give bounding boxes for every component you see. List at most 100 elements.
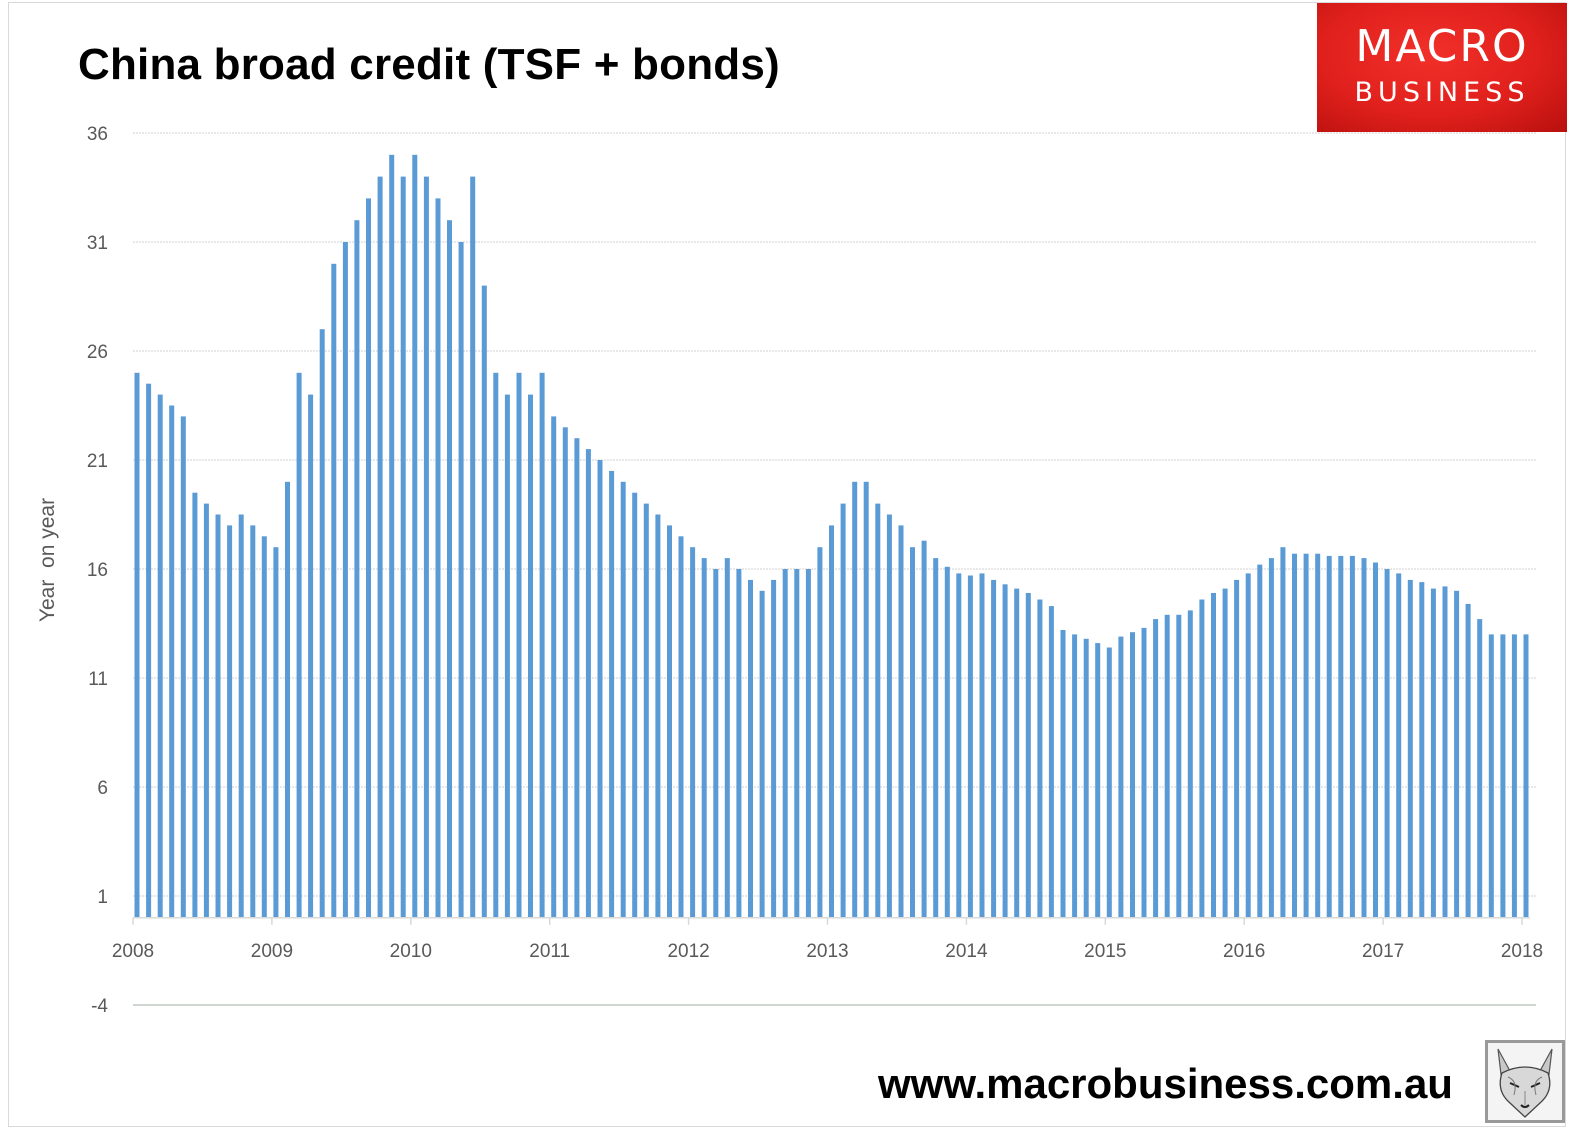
y-tick-label: 1 <box>97 887 108 908</box>
y-tick-label: 36 <box>87 124 108 145</box>
bar <box>1060 630 1066 918</box>
bar <box>562 427 568 918</box>
bar <box>1384 569 1390 918</box>
bar <box>933 558 939 918</box>
y-tick-label: -4 <box>91 996 108 1017</box>
x-tick-label: 2012 <box>667 941 709 962</box>
y-tick-label: 26 <box>87 342 108 363</box>
x-axis: 2008 2009 2010 2011 2012 2013 2014 2015 2016 2017… <box>112 917 1543 962</box>
bar <box>1373 562 1378 918</box>
bar <box>1222 588 1228 918</box>
bar <box>400 176 406 918</box>
bar <box>655 514 661 918</box>
bar <box>1407 579 1413 918</box>
bar <box>1187 610 1193 918</box>
bar <box>134 372 140 918</box>
bar <box>1292 553 1297 918</box>
bar <box>447 220 452 918</box>
logo-line-macro: MACRO <box>1355 21 1529 72</box>
bar <box>667 525 672 918</box>
bar <box>794 569 800 918</box>
bar <box>921 540 927 918</box>
bar <box>1199 599 1205 918</box>
bar <box>319 329 325 918</box>
bar <box>516 372 522 918</box>
chart-frame <box>8 2 1566 1127</box>
y-tick-label: 11 <box>88 669 108 690</box>
bar <box>1234 579 1240 918</box>
bar <box>423 176 429 918</box>
bar <box>1523 634 1529 918</box>
y-tick-label: 16 <box>87 560 108 581</box>
bar <box>157 394 163 918</box>
x-tick-label: 2011 <box>529 941 570 962</box>
x-tick-label: 2015 <box>1084 941 1126 962</box>
bar <box>1454 590 1460 918</box>
bar <box>620 481 626 918</box>
bar <box>678 536 684 918</box>
bar <box>1257 564 1263 918</box>
bar <box>585 449 591 918</box>
bar <box>1245 573 1251 918</box>
bar <box>597 460 603 918</box>
bar <box>458 242 464 918</box>
bar <box>1396 573 1402 918</box>
bar <box>1118 636 1124 918</box>
bar <box>967 575 973 918</box>
bar <box>1164 614 1170 918</box>
bar <box>1083 638 1089 918</box>
bar <box>285 481 290 918</box>
x-tick-label: 2013 <box>806 941 848 962</box>
bar <box>238 514 244 918</box>
bar <box>1002 584 1008 918</box>
bar <box>227 525 233 918</box>
bar <box>470 176 476 918</box>
bar <box>1511 634 1517 918</box>
bar <box>840 503 846 918</box>
bar <box>724 558 730 918</box>
bar <box>852 481 858 918</box>
bar <box>886 514 892 918</box>
bar <box>377 176 383 918</box>
x-tick-label: 2018 <box>1501 941 1543 962</box>
bar <box>1211 593 1216 918</box>
bar <box>979 573 985 918</box>
bar <box>863 481 869 918</box>
bar <box>1326 555 1332 918</box>
bar <box>944 566 950 918</box>
bar <box>551 416 557 918</box>
bar <box>829 525 834 918</box>
bar <box>1037 599 1043 918</box>
bar <box>296 372 302 918</box>
bar <box>1106 647 1112 918</box>
y-tick-label: 31 <box>87 233 108 254</box>
bar <box>412 154 418 918</box>
bar <box>643 503 649 918</box>
x-tick-label: 2016 <box>1223 941 1265 962</box>
bar <box>1268 558 1274 918</box>
bar <box>1477 619 1483 918</box>
bar <box>1419 582 1425 918</box>
bar <box>759 590 765 918</box>
bar <box>354 220 360 918</box>
bar <box>632 492 638 918</box>
bar <box>701 558 707 918</box>
bar <box>713 569 719 918</box>
bar <box>910 547 915 918</box>
bar <box>504 394 510 918</box>
bar <box>180 416 186 918</box>
footer-url: www.macrobusiness.com.au <box>878 1060 1453 1107</box>
chart-title: China broad credit (TSF + bonds) <box>78 40 780 89</box>
bar <box>1095 643 1101 918</box>
bar <box>146 383 152 918</box>
bar <box>273 547 279 918</box>
y-tick-label: 21 <box>87 451 108 472</box>
bar <box>1025 593 1031 918</box>
bar <box>331 263 337 918</box>
bar <box>250 525 256 918</box>
bar <box>1303 553 1309 918</box>
bar <box>748 579 753 918</box>
bar-series <box>134 154 1529 918</box>
bar <box>493 372 499 918</box>
